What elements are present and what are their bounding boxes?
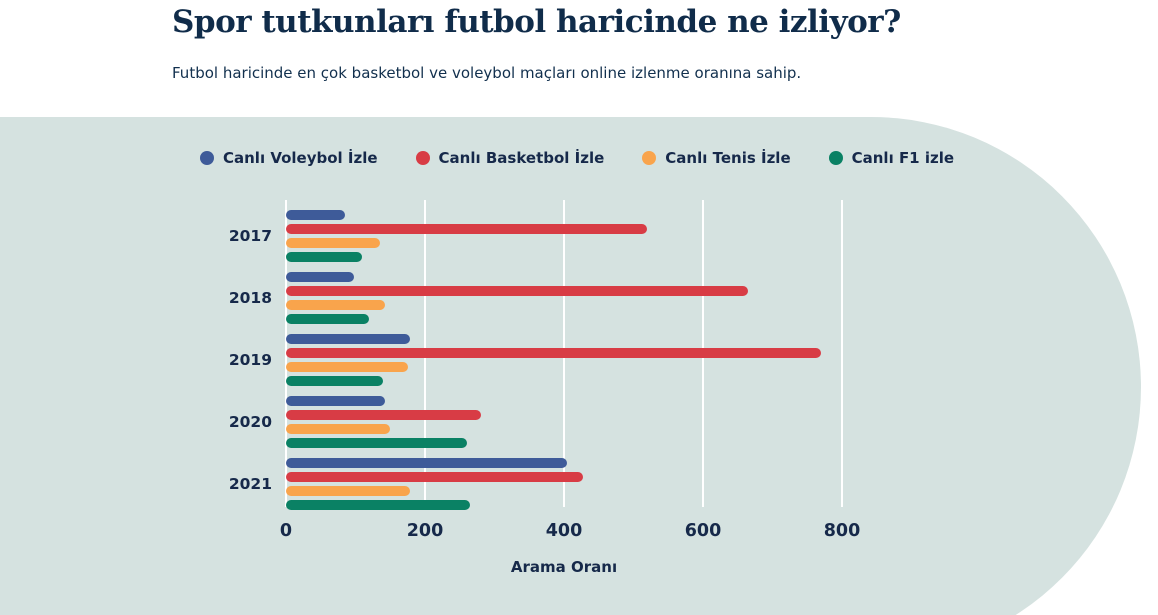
x-tick-label-600: 600 — [684, 521, 722, 541]
x-tick-label-200: 200 — [406, 521, 444, 541]
bar-2017-canlı-f1-izle — [286, 252, 363, 262]
bar-2019-canlı-voleybol-i̇zle — [286, 334, 410, 344]
bar-2017-canlı-voleybol-i̇zle — [286, 210, 346, 220]
bar-2021-canlı-f1-izle — [286, 500, 471, 510]
legend-item-label: Canlı Basketbol İzle — [438, 149, 605, 167]
category-label-2020: 2020 — [228, 413, 272, 431]
x-tick-label-800: 800 — [823, 521, 861, 541]
x-axis-title: Arama Oranı — [510, 558, 618, 576]
bar-group-2020 — [286, 396, 842, 448]
bar-2021-canlı-basketbol-i̇zle — [286, 472, 583, 482]
bar-2020-canlı-voleybol-i̇zle — [286, 396, 385, 406]
x-tick-label-0: 0 — [279, 521, 293, 541]
legend-item-label: Canlı F1 izle — [851, 149, 955, 167]
legend-dot-icon — [415, 151, 430, 165]
category-label-2018: 2018 — [228, 289, 272, 307]
bar-2017-canlı-basketbol-i̇zle — [286, 224, 648, 234]
bar-group-2021 — [286, 458, 842, 510]
category-label-2017: 2017 — [228, 227, 272, 245]
bar-group-2018 — [286, 272, 842, 324]
bar-2021-canlı-tenis-i̇zle — [286, 486, 410, 496]
y-axis-year-labels: 2017 2018 2019 2020 2021 — [180, 200, 272, 507]
bar-2018-canlı-f1-izle — [286, 314, 369, 324]
bar-2018-canlı-basketbol-i̇zle — [286, 286, 749, 296]
bar-2018-canlı-tenis-i̇zle — [286, 300, 386, 310]
bar-group-2019 — [286, 334, 842, 386]
bar-2019-canlı-tenis-i̇zle — [286, 362, 408, 372]
x-axis-tick-labels: 0 200 400 600 800 — [0, 521, 1158, 543]
bar-2019-canlı-basketbol-i̇zle — [286, 348, 822, 358]
bar-2021-canlı-voleybol-i̇zle — [286, 458, 568, 468]
legend-dot-icon — [828, 151, 843, 165]
gridline-800 — [841, 200, 843, 507]
bar-2019-canlı-f1-izle — [286, 376, 384, 386]
page-subtitle: Futbol haricinde en çok basketbol ve vol… — [172, 64, 802, 82]
bar-2020-canlı-tenis-i̇zle — [286, 424, 391, 434]
legend-dot-icon — [200, 151, 214, 165]
bar-2017-canlı-tenis-i̇zle — [286, 238, 380, 248]
bar-2018-canlı-voleybol-i̇zle — [286, 272, 355, 282]
legend-item-label: Canlı Voleybol İzle — [223, 149, 378, 167]
legend-item-2: Canlı Basketbol İzle — [415, 149, 605, 167]
legend-item-4: Canlı F1 izle — [828, 149, 955, 167]
bar-2020-canlı-basketbol-i̇zle — [286, 410, 481, 420]
legend-item-1: Canlı Voleybol İzle — [200, 149, 378, 167]
category-label-2019: 2019 — [228, 351, 272, 369]
legend-dot-icon — [642, 151, 657, 165]
bar-chart-plot-area — [285, 200, 843, 510]
legend-item-3: Canlı Tenis İzle — [642, 149, 791, 167]
chart-panel-background — [0, 117, 1141, 615]
bar-group-2017 — [286, 210, 842, 262]
chart-legend: Canlı Voleybol İzle Canlı Basketbol İzle C… — [200, 149, 954, 167]
x-tick-label-400: 400 — [545, 521, 583, 541]
page-title: Spor tutkunları futbol haricinde ne izli… — [172, 4, 901, 40]
legend-item-label: Canlı Tenis İzle — [665, 149, 791, 167]
bar-2020-canlı-f1-izle — [286, 438, 467, 448]
category-label-2021: 2021 — [228, 475, 272, 493]
